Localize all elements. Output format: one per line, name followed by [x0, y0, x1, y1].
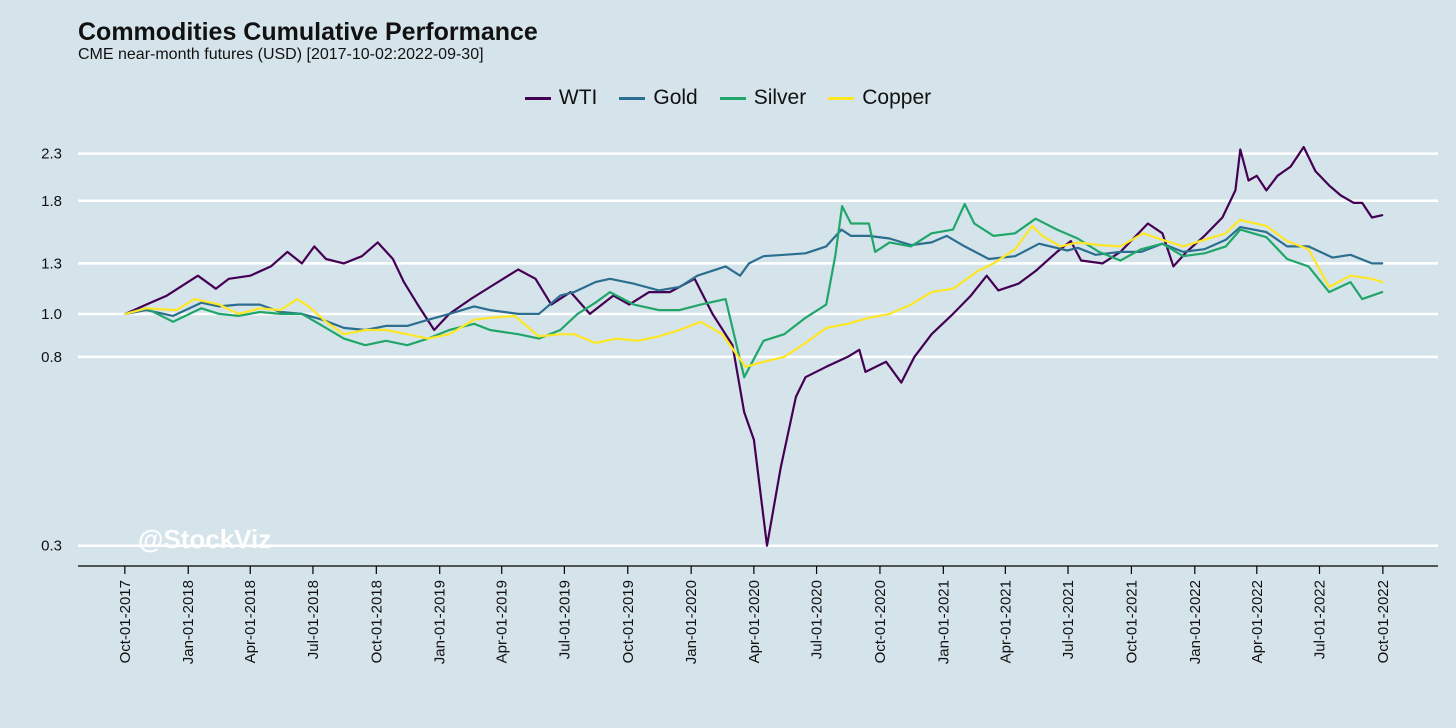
legend-swatch-copper [828, 96, 855, 100]
x-tick-label: Oct-01-2021 [1123, 580, 1140, 663]
x-tick-label: Oct-01-2020 [872, 580, 889, 663]
x-tick-label: Apr-01-2019 [494, 580, 511, 663]
y-tick-label: 2.3 [41, 146, 62, 163]
x-tick-label: Oct-01-2022 [1375, 580, 1392, 663]
watermark: @StockViz [138, 524, 271, 554]
series-lines [124, 145, 1384, 547]
series-line-gold [124, 226, 1384, 332]
x-tick-label: Jul-01-2020 [809, 580, 826, 659]
chart-subtitle: CME near-month futures (USD) [2017-10-02… [78, 46, 484, 63]
legend-label-gold: Gold [653, 86, 698, 109]
legend-label-silver: Silver [753, 86, 807, 109]
series-line-wti [124, 145, 1384, 547]
legend-label-copper: Copper [862, 86, 932, 109]
x-tick-label: Jan-01-2022 [1187, 580, 1204, 664]
x-tick-label: Jan-01-2019 [432, 580, 449, 664]
chart-title: Commodities Cumulative Performance [78, 18, 538, 46]
x-tick-label: Jul-01-2018 [305, 580, 322, 659]
x-tick-label: Jul-01-2019 [556, 580, 573, 659]
x-tick-label: Jan-01-2021 [935, 580, 952, 664]
y-tick-label: 0.8 [41, 349, 62, 366]
legend-item-gold: Gold [619, 86, 698, 110]
x-tick-label: Oct-01-2017 [117, 580, 134, 663]
chart-legend: WTI Gold Silver Copper [0, 86, 1456, 110]
series-line-copper [124, 218, 1384, 368]
x-tick-label: Jan-01-2020 [683, 580, 700, 664]
x-tick-label: Jul-01-2022 [1311, 580, 1328, 659]
x-tick-label: Apr-01-2018 [242, 580, 259, 663]
axes: 0.3 0.8 1.0 1.3 1.8 2.3 Oct-01-2017 Jan-01-2018… [41, 146, 1438, 664]
x-tick-label: Apr-01-2021 [997, 580, 1014, 663]
legend-item-copper: Copper [828, 86, 931, 110]
x-tick-label: Oct-01-2019 [620, 580, 637, 663]
legend-swatch-silver [719, 96, 746, 100]
y-tick-label: 1.3 [41, 255, 62, 272]
series-line-silver [124, 202, 1384, 379]
legend-label-wti: WTI [558, 86, 598, 109]
x-tick-label: Jul-01-2021 [1060, 580, 1077, 659]
legend-item-silver: Silver [719, 86, 807, 110]
x-tick-label: Oct-01-2018 [368, 580, 385, 663]
legend-swatch-gold [619, 96, 646, 100]
y-tick-label: 0.3 [41, 538, 62, 555]
y-tick-label: 1.0 [41, 306, 62, 323]
legend-swatch-wti [524, 96, 551, 100]
y-tick-label: 1.8 [41, 193, 62, 210]
x-tick-label: Apr-01-2022 [1249, 580, 1266, 663]
x-tick-label: Jan-01-2018 [180, 580, 197, 664]
x-tick-label: Apr-01-2020 [746, 580, 763, 663]
legend-item-wti: WTI [524, 86, 598, 110]
